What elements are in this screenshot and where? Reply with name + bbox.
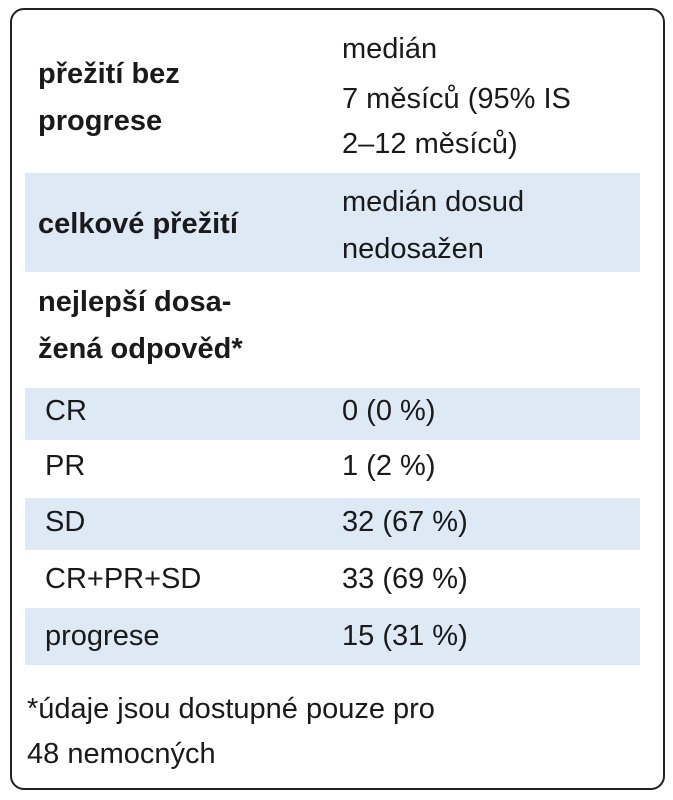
table-row (25, 498, 640, 550)
row-value: 15 (31 %) (342, 620, 468, 652)
row-value: 0 (0 %) (342, 395, 436, 427)
row-label: žená odpověd* (38, 333, 243, 365)
row-label: PR (45, 450, 86, 482)
table-frame (10, 8, 665, 790)
table-row (25, 388, 640, 440)
row-value: 2–12 měsíců) (342, 128, 518, 160)
row-label: nejlepší dosa- (38, 286, 232, 318)
table-row (25, 173, 640, 272)
row-value: 1 (2 %) (342, 450, 436, 482)
row-label: SD (45, 506, 86, 538)
row-label: CR (45, 395, 87, 427)
row-label: progrese (38, 105, 163, 137)
row-label: CR+PR+SD (45, 563, 202, 595)
table-row (25, 443, 640, 495)
row-label: celkové přežití (38, 208, 238, 240)
footnote: 48 nemocných (27, 738, 216, 770)
row-value: nedosažen (342, 233, 484, 265)
footnote: *údaje jsou dostupné pouze pro (27, 693, 435, 725)
row-label: progrese (45, 620, 160, 652)
row-label: přežití bez (38, 58, 180, 90)
row-value: medián dosud (342, 186, 525, 218)
row-value: 7 měsíců (95% IS (342, 83, 571, 115)
row-value: medián (342, 33, 438, 65)
table-row (25, 608, 640, 665)
row-value: 33 (69 %) (342, 563, 468, 595)
row-value: 32 (67 %) (342, 506, 468, 538)
